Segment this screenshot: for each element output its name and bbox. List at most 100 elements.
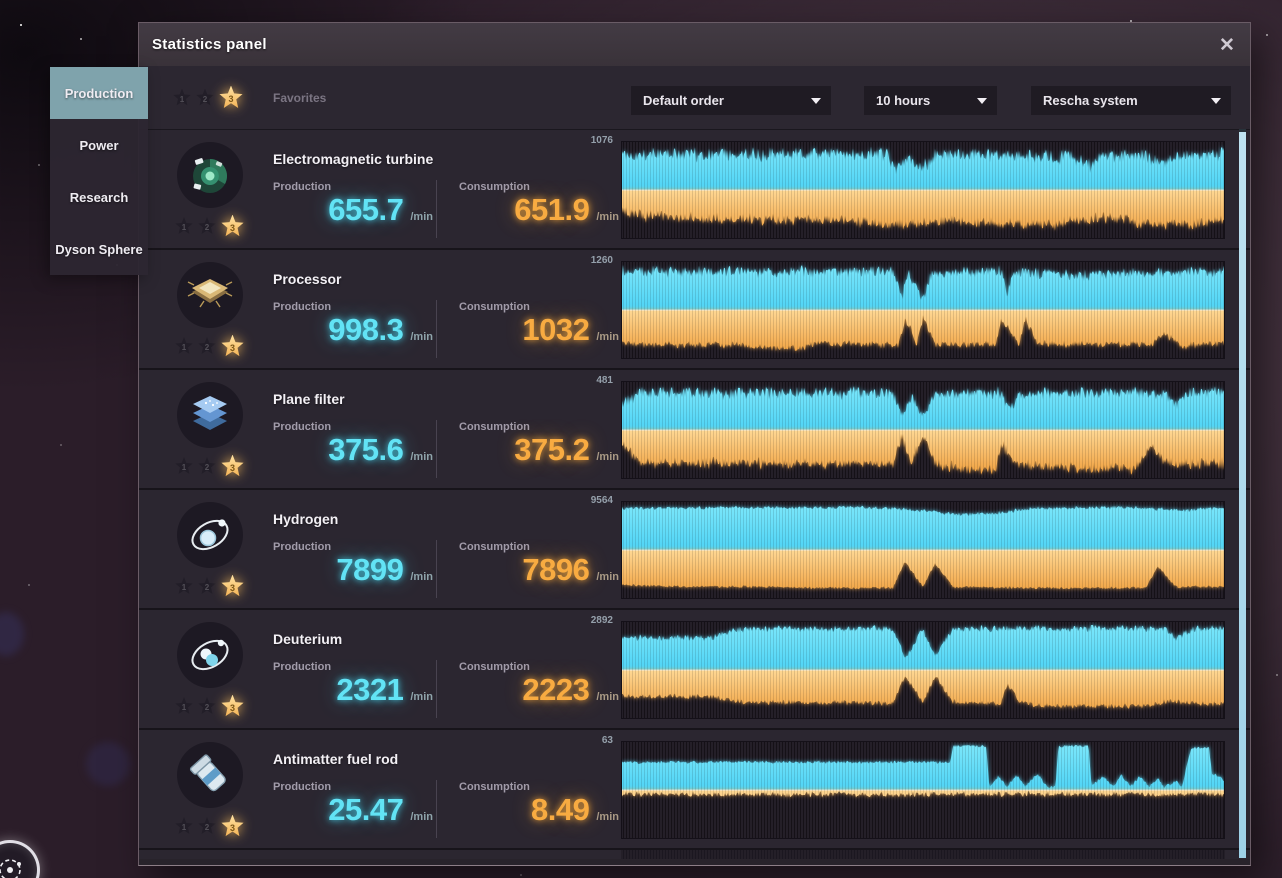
- tab-dyson-sphere[interactable]: Dyson Sphere: [50, 223, 148, 275]
- production-value: 7899: [336, 552, 404, 587]
- statistics-panel: Statistics panel ✕ 1 2 3 Favorites Default…: [138, 22, 1251, 866]
- deuterium-atom-icon: [191, 639, 229, 671]
- favorite-star-3[interactable]: 3: [221, 454, 244, 478]
- production-consumption-chart: [621, 261, 1225, 359]
- consumption-column: Consumption 375.2 /min: [459, 421, 619, 467]
- consumption-unit: /min: [596, 451, 619, 463]
- star-system-value: Rescha system: [1043, 93, 1138, 108]
- item-favorite-stars: 1 2 3: [175, 334, 244, 358]
- column-divider: [436, 540, 437, 598]
- scrollbar-thumb[interactable]: [1239, 129, 1246, 858]
- favorite-star-1[interactable]: 1: [175, 337, 193, 355]
- favorite-star-2[interactable]: 2: [198, 817, 216, 835]
- production-consumption-chart: [621, 501, 1225, 599]
- chart-max-label: 2892: [590, 615, 613, 626]
- production-label: Production: [273, 421, 332, 433]
- favorite-filter-stars: 1 2 3: [173, 66, 243, 129]
- favorite-star-1[interactable]: 1: [175, 817, 193, 835]
- chevron-down-icon: [977, 98, 987, 104]
- corner-gauge-icon[interactable]: [0, 840, 40, 878]
- panel-title: Statistics panel: [152, 36, 267, 53]
- favorite-star-3[interactable]: 3: [221, 334, 244, 358]
- item-row-plane-filter[interactable]: 1 2 3 Plane filter Production 375.6 /min C…: [139, 370, 1250, 490]
- production-label: Production: [273, 301, 332, 313]
- panel-header: Statistics panel ✕: [139, 23, 1250, 66]
- consumption-unit: /min: [596, 331, 619, 343]
- time-range-dropdown[interactable]: 10 hours: [864, 86, 997, 115]
- consumption-value: 7896: [522, 552, 590, 587]
- item-name: Electromagnetic turbine: [273, 151, 434, 167]
- favorite-star-1[interactable]: 1: [175, 577, 193, 595]
- item-row-hydrogen[interactable]: 1 2 3 Hydrogen Production 7899 /min Consum…: [139, 490, 1250, 610]
- favorite-star-2[interactable]: 2: [198, 697, 216, 715]
- filter-bar: 1 2 3 Favorites Default order 10 hours Res…: [139, 66, 1250, 130]
- production-label: Production: [273, 781, 332, 793]
- favorite-star-2[interactable]: 2: [198, 457, 216, 475]
- item-row-deuterium[interactable]: 1 2 3 Deuterium Production 2321 /min Consu…: [139, 610, 1250, 730]
- production-unit: /min: [410, 691, 433, 703]
- production-column: Production 7899 /min: [273, 541, 433, 587]
- tab-production[interactable]: Production: [50, 67, 148, 119]
- production-label: Production: [273, 541, 332, 553]
- close-icon[interactable]: ✕: [1219, 34, 1235, 56]
- item-row-fuel-rod[interactable]: 1 2 3 Antimatter fuel rod Production 25.47…: [139, 730, 1250, 850]
- star-level: 2: [204, 583, 210, 592]
- consumption-unit: /min: [596, 811, 619, 823]
- sort-order-dropdown[interactable]: Default order: [631, 86, 831, 115]
- production-column: Production 375.6 /min: [273, 421, 433, 467]
- production-consumption-chart: [621, 621, 1225, 719]
- favorite-star-3[interactable]: 3: [221, 694, 244, 718]
- consumption-column: Consumption 1032 /min: [459, 301, 619, 347]
- processor-icon: [187, 279, 233, 308]
- column-divider: [436, 300, 437, 358]
- consumption-value: 8.49: [531, 792, 590, 827]
- favorite-star-1[interactable]: 1: [173, 88, 191, 107]
- production-column: Production 998.3 /min: [273, 301, 433, 347]
- favorite-star-2[interactable]: 2: [198, 337, 216, 355]
- production-unit: /min: [410, 331, 433, 343]
- production-column: Production 2321 /min: [273, 661, 433, 707]
- star-system-dropdown[interactable]: Rescha system: [1031, 86, 1231, 115]
- favorite-star-2[interactable]: 2: [198, 217, 216, 235]
- turbine-icon: [193, 158, 227, 193]
- favorite-star-3[interactable]: 3: [221, 814, 244, 838]
- consumption-value: 1032: [522, 312, 590, 347]
- favorite-star-3[interactable]: 3: [219, 85, 243, 110]
- tab-research[interactable]: Research: [50, 171, 148, 223]
- consumption-label: Consumption: [459, 781, 530, 793]
- starfield: [20, 24, 22, 26]
- favorite-star-2[interactable]: 2: [196, 88, 214, 107]
- favorite-star-3[interactable]: 3: [221, 214, 244, 238]
- production-column: Production 655.7 /min: [273, 181, 433, 227]
- orbit-glyph-icon: [0, 859, 21, 878]
- item-row-processor[interactable]: 1 2 3 Processor Production 998.3 /min Cons…: [139, 250, 1250, 370]
- star-level: 1: [179, 94, 185, 104]
- production-unit: /min: [410, 811, 433, 823]
- star-level: 3: [229, 582, 235, 593]
- star-level: 3: [228, 94, 234, 104]
- item-row-turbine[interactable]: 1 2 3 Electromagnetic turbine Production 6…: [139, 130, 1250, 250]
- favorite-star-2[interactable]: 2: [198, 577, 216, 595]
- consumption-column: Consumption 651.9 /min: [459, 181, 619, 227]
- item-statistics-list: 1 2 3 Electromagnetic turbine Production 6…: [139, 130, 1250, 859]
- consumption-value: 375.2: [514, 432, 590, 467]
- item-name: Processor: [273, 271, 342, 287]
- item-icon-circle: [177, 742, 243, 808]
- consumption-label: Consumption: [459, 421, 530, 433]
- tab-power[interactable]: Power: [50, 119, 148, 171]
- item-icon-circle: [177, 622, 243, 688]
- item-name: Deuterium: [273, 631, 343, 647]
- item-favorite-stars: 1 2 3: [175, 214, 244, 238]
- production-unit: /min: [410, 211, 433, 223]
- favorite-star-1[interactable]: 1: [175, 217, 193, 235]
- star-level: 3: [229, 822, 235, 833]
- consumption-label: Consumption: [459, 301, 530, 313]
- favorite-star-3[interactable]: 3: [221, 574, 244, 598]
- consumption-label: Consumption: [459, 181, 530, 193]
- item-icon-circle: [177, 502, 243, 568]
- favorite-star-1[interactable]: 1: [175, 457, 193, 475]
- consumption-column: Consumption 7896 /min: [459, 541, 619, 587]
- hydrogen-atom-icon: [191, 519, 229, 551]
- consumption-column: Consumption 8.49 /min: [459, 781, 619, 827]
- favorite-star-1[interactable]: 1: [175, 697, 193, 715]
